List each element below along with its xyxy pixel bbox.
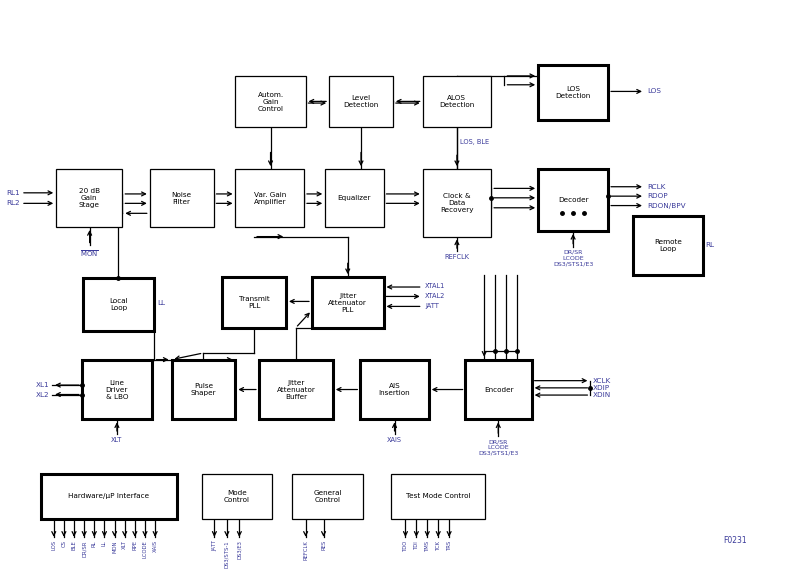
Text: XAIS: XAIS [387, 437, 402, 443]
Text: RL: RL [92, 540, 97, 546]
Text: RL1: RL1 [6, 190, 20, 196]
Text: XLT: XLT [122, 540, 127, 549]
FancyBboxPatch shape [258, 359, 333, 420]
Text: TRS: TRS [447, 540, 452, 550]
Text: LOS
Detection: LOS Detection [556, 86, 591, 99]
Text: XDIP: XDIP [593, 385, 610, 391]
Text: Transmit
PLL: Transmit PLL [239, 296, 269, 309]
Text: Line
Driver
& LBO: Line Driver & LBO [106, 379, 128, 400]
Text: XTAL2: XTAL2 [425, 293, 445, 300]
Text: LL: LL [102, 540, 107, 546]
FancyBboxPatch shape [40, 474, 177, 519]
Text: Local
Loop: Local Loop [110, 298, 128, 311]
Text: TMS: TMS [425, 540, 429, 552]
Text: Remote
Loop: Remote Loop [654, 239, 682, 252]
FancyBboxPatch shape [538, 65, 608, 120]
FancyBboxPatch shape [222, 277, 286, 328]
Text: XTAL1: XTAL1 [425, 283, 445, 289]
Text: Clock &
Data
Recovery: Clock & Data Recovery [440, 193, 474, 213]
Text: RPE: RPE [132, 540, 137, 550]
Text: Var. Gain
Amplifier: Var. Gain Amplifier [254, 192, 286, 204]
FancyBboxPatch shape [422, 169, 491, 236]
Text: REFCLK: REFCLK [444, 254, 470, 261]
Text: ALOS
Detection: ALOS Detection [439, 95, 474, 108]
FancyBboxPatch shape [56, 169, 122, 227]
Text: Pulse
Shaper: Pulse Shaper [191, 383, 216, 396]
Text: CS: CS [61, 540, 66, 547]
Text: DR/SR
LCODE
DS3/STS1/E3: DR/SR LCODE DS3/STS1/E3 [478, 439, 519, 456]
Text: LOS: LOS [51, 540, 56, 550]
Text: BLE: BLE [72, 540, 76, 550]
FancyBboxPatch shape [82, 359, 152, 420]
FancyBboxPatch shape [150, 169, 214, 227]
Text: LL: LL [158, 300, 165, 306]
FancyBboxPatch shape [236, 76, 306, 127]
Text: RCLK: RCLK [647, 184, 666, 190]
Text: Jitter
Attenuator
Buffer: Jitter Attenuator Buffer [277, 379, 315, 400]
Text: TDO: TDO [403, 540, 408, 552]
Text: XLT: XLT [111, 437, 123, 443]
Text: Encoder: Encoder [484, 386, 514, 393]
Text: RES: RES [321, 540, 326, 550]
Text: Noise
Filter: Noise Filter [172, 192, 191, 204]
FancyBboxPatch shape [392, 474, 485, 519]
Text: XAIS: XAIS [153, 540, 158, 552]
Text: MON: MON [112, 540, 117, 553]
Text: F0231: F0231 [723, 536, 746, 545]
Text: Level
Detection: Level Detection [344, 95, 378, 108]
FancyBboxPatch shape [202, 474, 272, 519]
Text: XCLK: XCLK [593, 378, 611, 383]
FancyBboxPatch shape [360, 359, 429, 420]
FancyBboxPatch shape [292, 474, 362, 519]
Text: Autom.
Gain
Control: Autom. Gain Control [258, 92, 284, 112]
Text: $\overline{\rm MON}$: $\overline{\rm MON}$ [80, 249, 99, 259]
Text: DS3/E3: DS3/E3 [237, 540, 242, 559]
FancyBboxPatch shape [329, 76, 393, 127]
Text: DR/SR: DR/SR [82, 540, 87, 557]
Text: TDI: TDI [414, 540, 419, 549]
Text: XL1: XL1 [35, 382, 49, 388]
FancyBboxPatch shape [422, 76, 491, 127]
Text: Equalizer: Equalizer [337, 195, 371, 201]
Text: XDIN: XDIN [593, 392, 611, 398]
Text: RDON/BPV: RDON/BPV [647, 203, 686, 208]
FancyBboxPatch shape [538, 169, 608, 231]
Text: RDOP: RDOP [647, 193, 667, 199]
Text: General
Control: General Control [313, 490, 342, 503]
Text: LOS, BLE: LOS, BLE [460, 139, 489, 145]
FancyBboxPatch shape [634, 216, 704, 276]
FancyBboxPatch shape [325, 169, 384, 227]
Text: REFCLK: REFCLK [303, 540, 308, 560]
Text: LOS: LOS [647, 88, 661, 95]
Text: RL2: RL2 [6, 200, 20, 207]
FancyBboxPatch shape [236, 169, 304, 227]
Text: Decoder: Decoder [558, 197, 589, 203]
Text: RL: RL [705, 242, 714, 249]
FancyBboxPatch shape [466, 359, 532, 420]
Text: Jitter
Attenuator
PLL: Jitter Attenuator PLL [329, 293, 367, 312]
Text: JATT: JATT [212, 540, 217, 551]
Text: TCK: TCK [436, 540, 440, 550]
Text: Test Mode Control: Test Mode Control [406, 494, 470, 499]
Text: 20 dB
Gain
Stage: 20 dB Gain Stage [79, 188, 100, 208]
Text: XL2: XL2 [35, 391, 49, 398]
Text: JATT: JATT [425, 304, 439, 309]
Text: Mode
Control: Mode Control [224, 490, 250, 503]
FancyBboxPatch shape [84, 278, 154, 331]
FancyBboxPatch shape [312, 277, 384, 328]
Text: DR/SR
LCODE
DS3/STS1/E3: DR/SR LCODE DS3/STS1/E3 [553, 250, 593, 266]
FancyBboxPatch shape [172, 359, 236, 420]
Text: DS3/STS-1: DS3/STS-1 [225, 540, 229, 568]
Text: LCODE: LCODE [143, 540, 147, 558]
Text: AIS
Insertion: AIS Insertion [379, 383, 411, 396]
Text: Hardware/μP Interface: Hardware/μP Interface [69, 494, 149, 499]
